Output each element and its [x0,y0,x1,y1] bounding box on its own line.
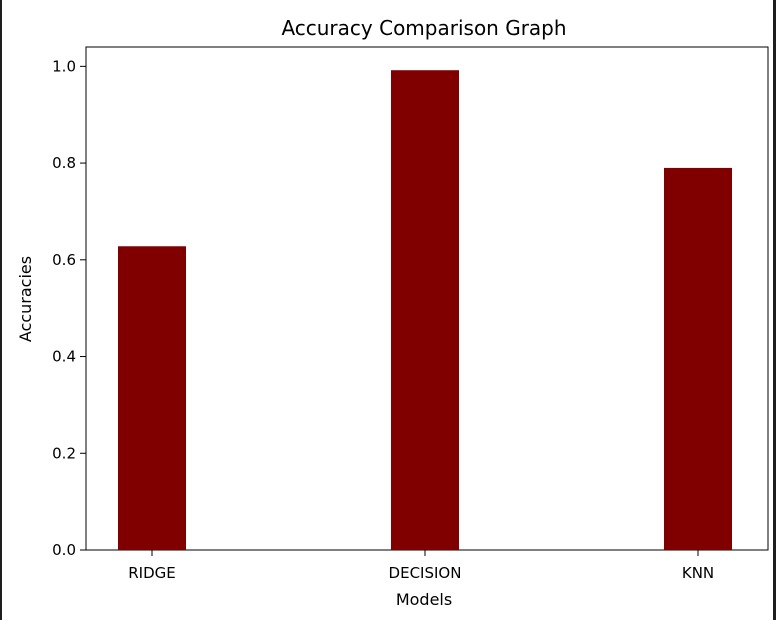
x-axis-ticks: RIDGE DECISION KNN [128,550,714,582]
y-tick-label: 0.8 [52,154,76,172]
x-tick-label-decision: DECISION [389,564,462,582]
bar-knn [664,167,732,551]
x-tick-label-knn: KNN [682,564,714,582]
y-axis-label: Accuracies [16,256,35,342]
y-tick-label: 0.0 [52,541,76,559]
chart-title: Accuracy Comparison Graph [281,16,566,40]
bars-group [118,70,732,551]
y-tick-label: 0.2 [52,444,76,462]
x-tick-label-ridge: RIDGE [128,564,176,582]
bar-ridge [118,246,186,550]
y-tick-label: 0.4 [52,348,76,366]
bar-decision [391,70,459,550]
y-axis-ticks: 0.0 0.2 0.4 0.6 0.8 1.0 [52,57,86,559]
y-tick-label: 1.0 [52,57,76,75]
x-axis-label: Models [396,590,452,609]
y-tick-label: 0.6 [52,251,76,269]
